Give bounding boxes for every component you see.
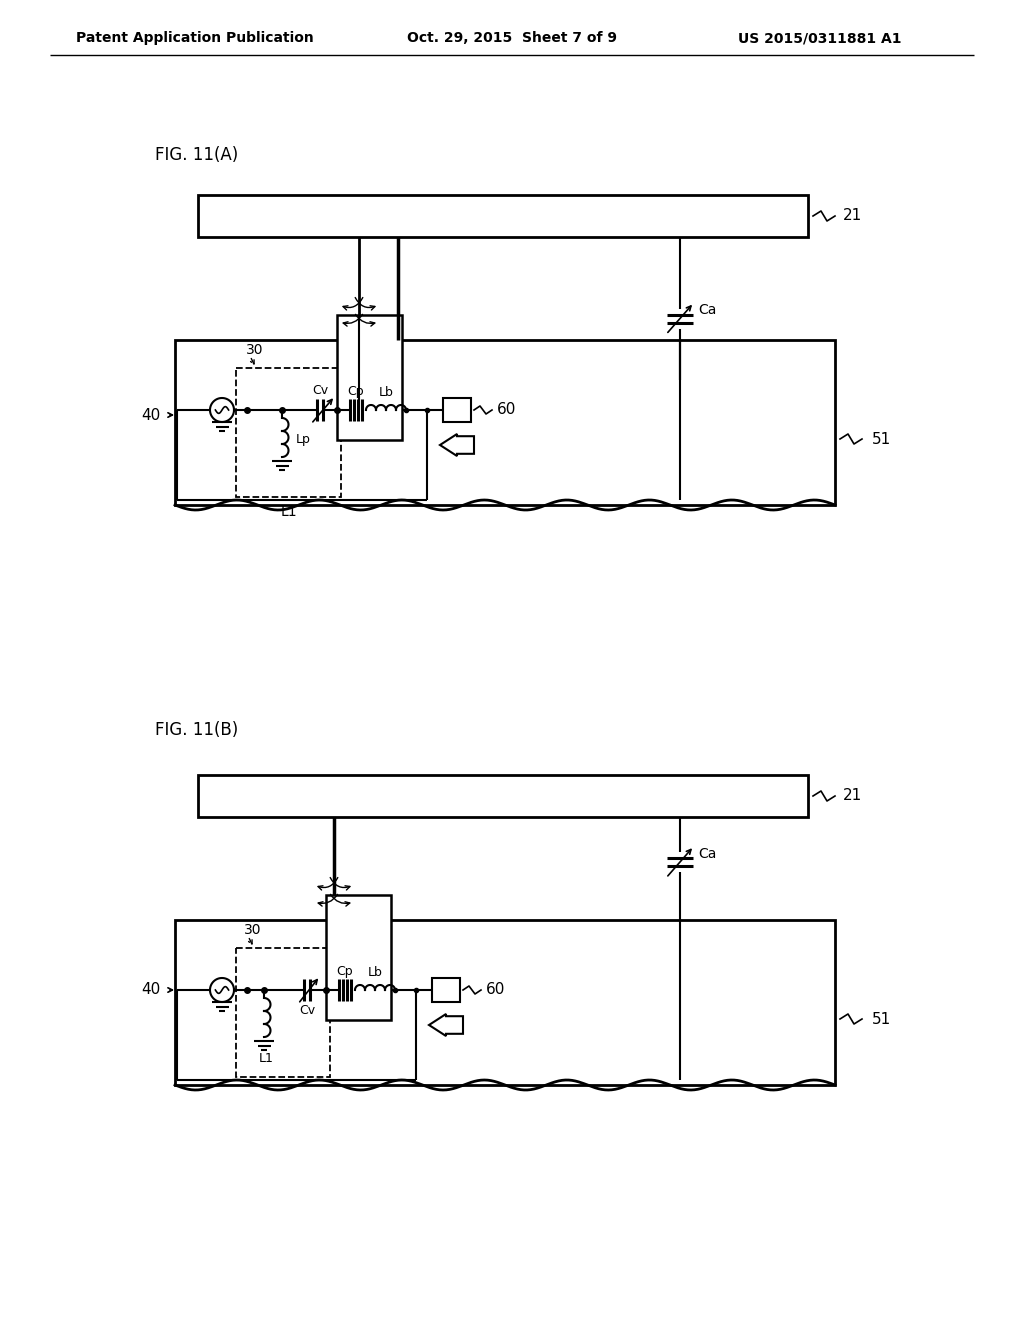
Text: 30: 30 bbox=[246, 343, 263, 356]
Text: L1: L1 bbox=[281, 506, 297, 519]
Text: Lb: Lb bbox=[368, 966, 382, 979]
Text: 21: 21 bbox=[843, 788, 862, 804]
Text: L1: L1 bbox=[259, 1052, 273, 1065]
Polygon shape bbox=[440, 434, 474, 455]
Bar bbox=[198, 195, 808, 238]
Text: 51: 51 bbox=[872, 432, 891, 446]
Text: Cv: Cv bbox=[299, 1003, 315, 1016]
Text: 60: 60 bbox=[486, 982, 506, 998]
Text: Patent Application Publication: Patent Application Publication bbox=[76, 30, 314, 45]
Text: 40: 40 bbox=[140, 982, 160, 998]
Text: FIG. 11(B): FIG. 11(B) bbox=[155, 721, 239, 739]
Bar bbox=[443, 399, 471, 422]
Bar bbox=[326, 895, 391, 1020]
Text: US 2015/0311881 A1: US 2015/0311881 A1 bbox=[738, 30, 902, 45]
Text: Lp: Lp bbox=[296, 433, 311, 446]
Text: 30: 30 bbox=[244, 923, 261, 937]
Text: FIG. 11(A): FIG. 11(A) bbox=[155, 147, 239, 164]
Bar bbox=[236, 368, 341, 498]
Text: Cv: Cv bbox=[312, 384, 328, 396]
Text: Ca: Ca bbox=[698, 847, 717, 861]
Text: Oct. 29, 2015  Sheet 7 of 9: Oct. 29, 2015 Sheet 7 of 9 bbox=[407, 30, 617, 45]
Text: Cp: Cp bbox=[337, 965, 353, 978]
Text: Cp: Cp bbox=[348, 385, 365, 399]
Bar bbox=[198, 775, 808, 817]
Bar bbox=[432, 978, 460, 1002]
Text: 21: 21 bbox=[843, 209, 862, 223]
Bar bbox=[175, 920, 835, 1085]
Bar bbox=[337, 315, 402, 440]
Bar bbox=[175, 341, 835, 506]
Polygon shape bbox=[429, 1014, 463, 1036]
Text: Lb: Lb bbox=[379, 387, 393, 400]
Text: Ca: Ca bbox=[698, 304, 717, 318]
Text: 60: 60 bbox=[497, 403, 516, 417]
Text: 40: 40 bbox=[140, 408, 160, 422]
Bar bbox=[236, 948, 330, 1077]
Text: 51: 51 bbox=[872, 1011, 891, 1027]
